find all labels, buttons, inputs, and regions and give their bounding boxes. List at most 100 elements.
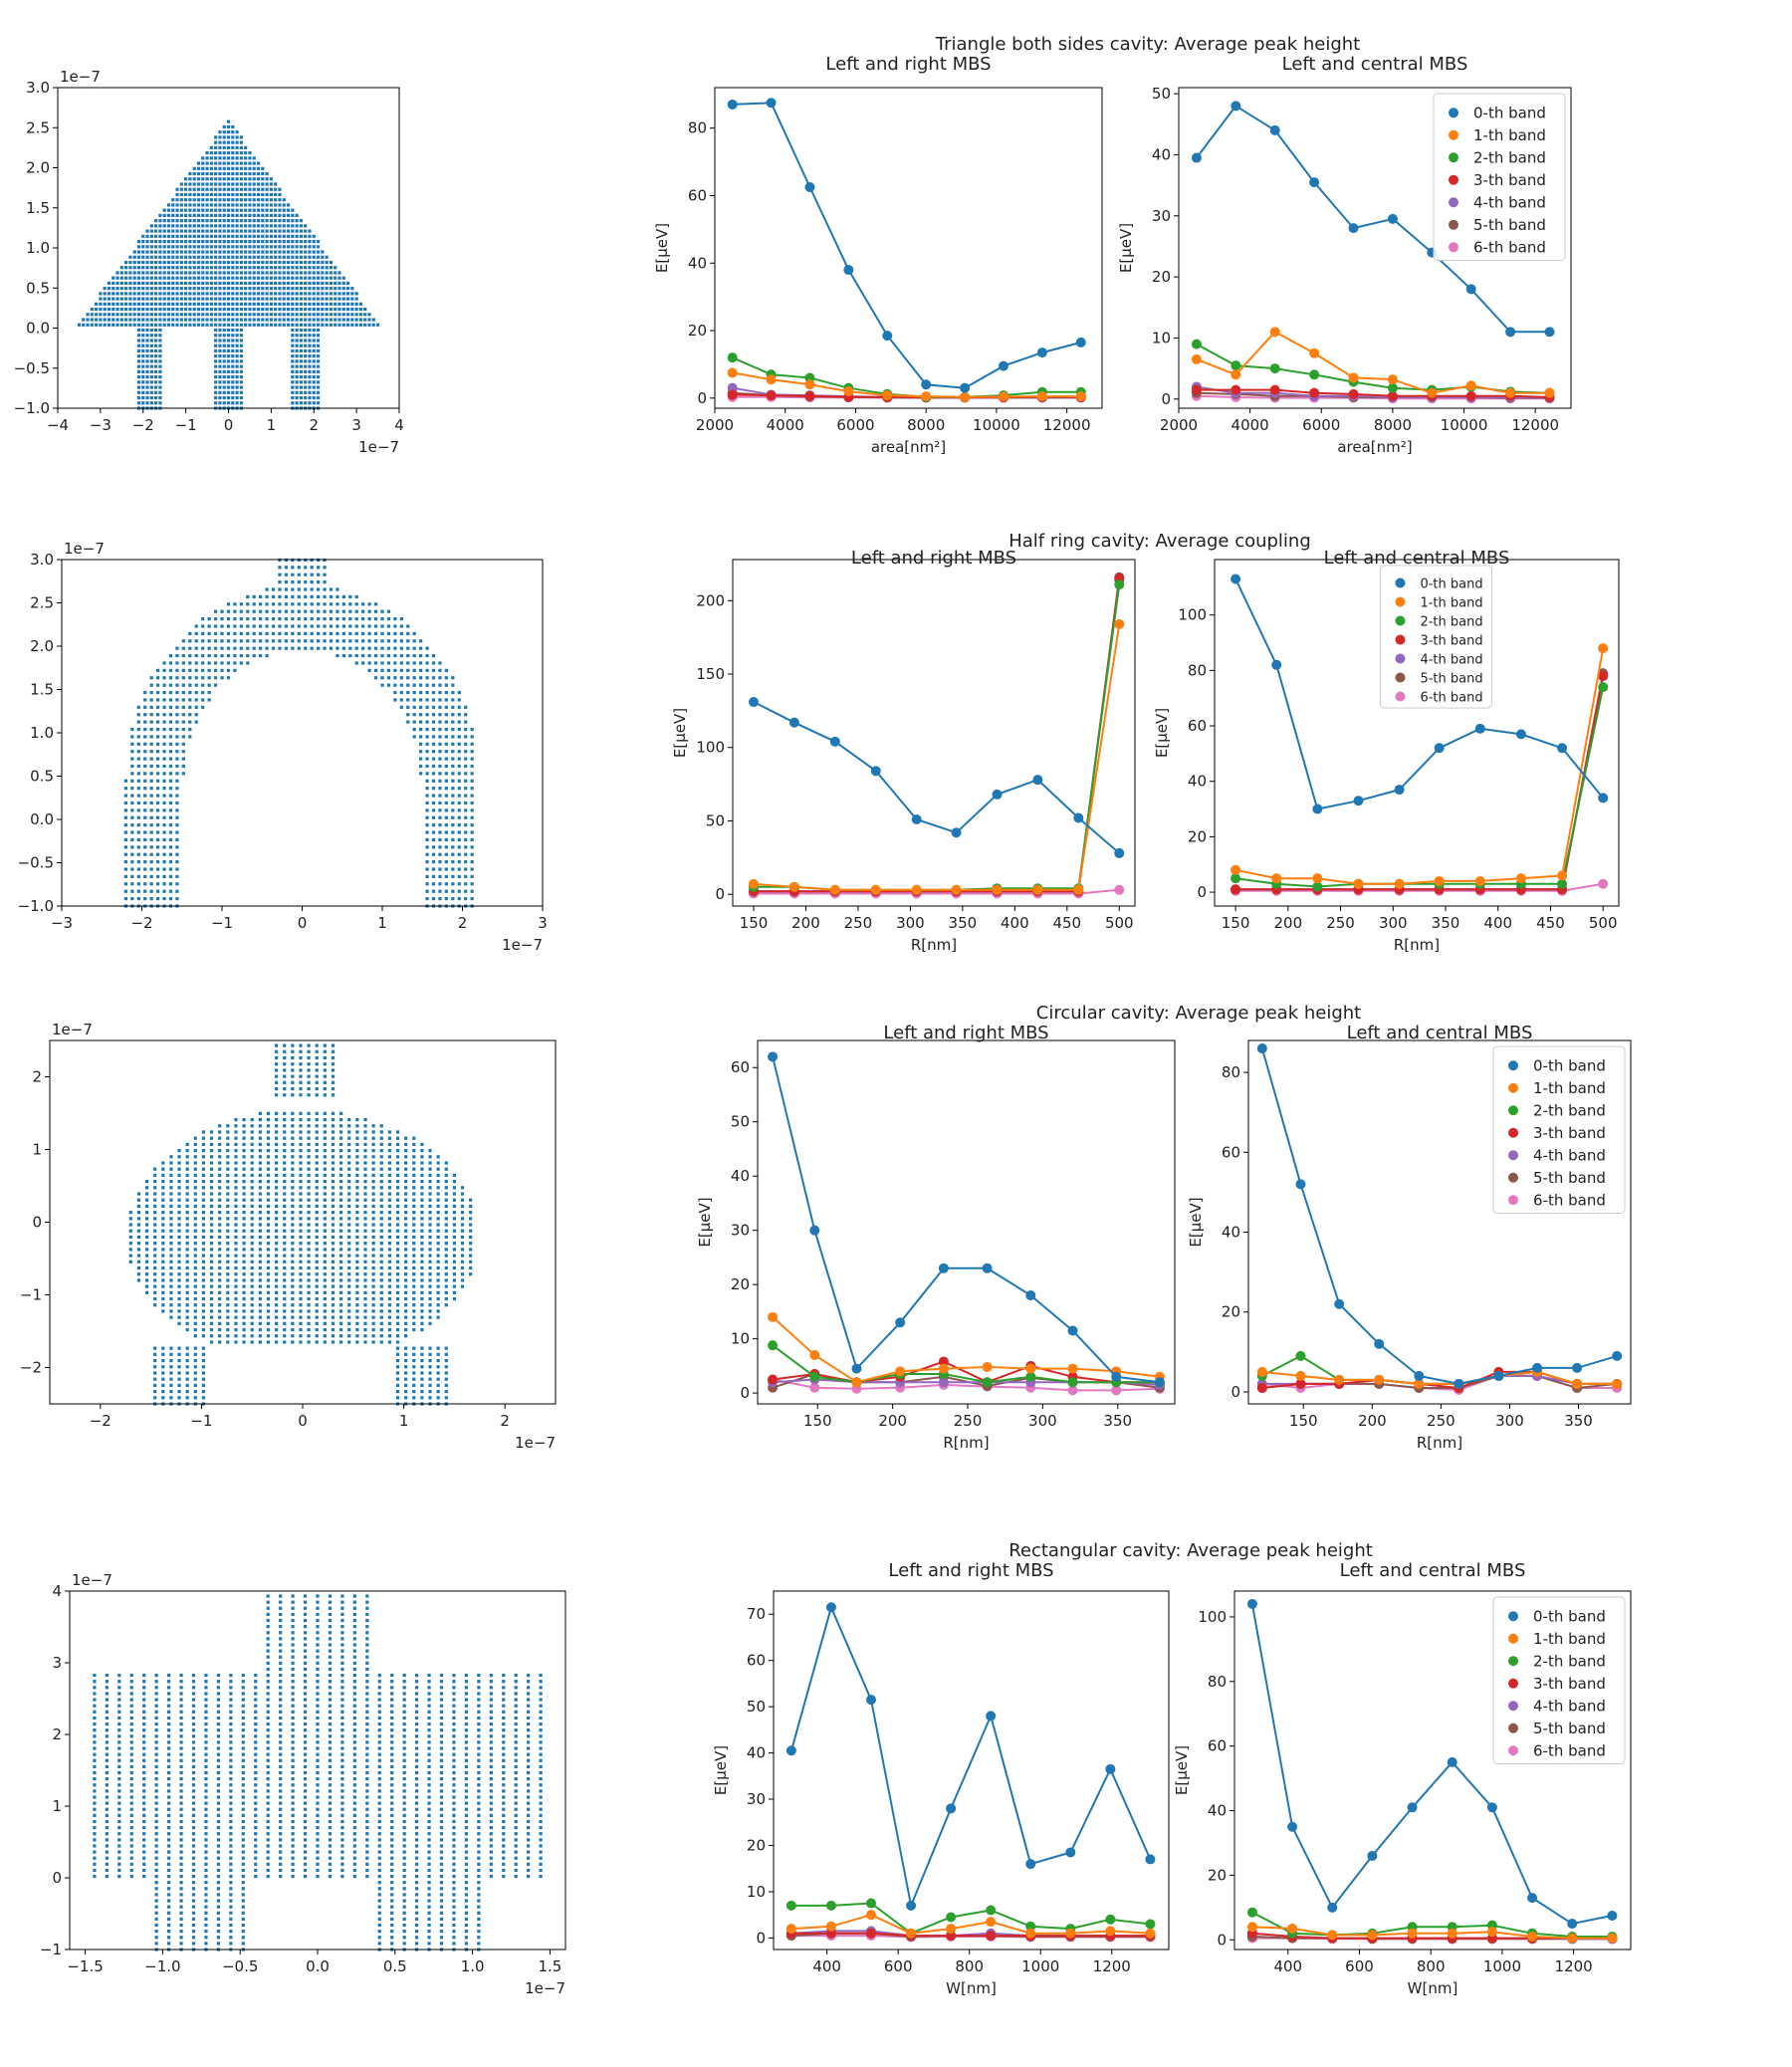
y-axis-label: E[μeV]	[1153, 708, 1171, 758]
lattice-site	[310, 609, 314, 613]
lattice-site	[153, 1265, 157, 1270]
lattice-site	[207, 698, 211, 702]
lattice-site	[321, 255, 325, 259]
lattice-site	[339, 1327, 343, 1332]
lattice-site	[193, 1242, 197, 1246]
lattice-site	[291, 624, 295, 628]
lattice-site	[242, 1265, 246, 1270]
lattice-site	[412, 1327, 416, 1332]
y-tick-label: 0	[697, 389, 707, 407]
lattice-site	[235, 323, 239, 327]
lattice-site	[166, 234, 171, 238]
lattice-site	[274, 1142, 279, 1146]
x-tick-label: 3	[538, 914, 548, 932]
lattice-site	[239, 395, 243, 400]
lattice-site	[153, 1217, 157, 1221]
lattice-site	[316, 395, 321, 400]
lattice-site	[312, 234, 316, 238]
lattice-site	[166, 239, 171, 244]
lattice-site	[256, 313, 261, 317]
lattice-site	[162, 787, 166, 791]
lattice-site	[136, 1260, 141, 1263]
lattice-site	[141, 369, 145, 373]
y-tick-label: 20	[1188, 827, 1207, 845]
lattice-site	[226, 624, 231, 628]
series-line	[772, 1344, 1160, 1384]
lattice-site	[295, 213, 299, 217]
lattice-site	[312, 297, 316, 301]
lattice-site	[274, 203, 278, 207]
lattice-site	[312, 255, 316, 259]
lattice-site	[451, 705, 455, 709]
lattice-site	[124, 297, 128, 301]
lattice-site	[339, 1334, 343, 1338]
lattice-site	[316, 390, 321, 394]
lattice-site	[175, 318, 179, 322]
lattice-site	[299, 281, 303, 286]
lattice-site	[299, 1254, 303, 1258]
lattice-site	[291, 587, 295, 591]
lattice-site	[179, 307, 183, 312]
lattice-site	[149, 808, 153, 812]
lattice-site	[119, 292, 123, 296]
lattice-site	[278, 318, 282, 322]
lattice-site	[201, 156, 205, 160]
lattice-site	[371, 1223, 375, 1227]
lattice-site	[371, 1124, 375, 1128]
lattice-site	[419, 698, 423, 702]
lattice-site	[315, 1173, 319, 1178]
lattice-site	[425, 742, 429, 746]
lattice-site	[145, 318, 149, 322]
lattice-site	[136, 344, 141, 347]
lattice-site	[115, 302, 119, 306]
lattice-site	[395, 1278, 400, 1282]
lattice-site	[336, 653, 339, 658]
lattice-site	[256, 318, 261, 322]
lattice-site	[171, 276, 175, 280]
x-tick-label: 3	[351, 416, 361, 434]
lattice-site	[196, 229, 201, 233]
lattice-site	[209, 276, 213, 280]
lattice-site	[278, 239, 282, 244]
legend-label: 5-th band	[1473, 216, 1546, 234]
y-tick-label: 1	[32, 1141, 42, 1159]
lattice-site	[244, 234, 248, 238]
lattice-site	[149, 750, 153, 754]
lattice-site	[145, 302, 149, 306]
lattice-site	[323, 1192, 327, 1196]
lattice-site	[218, 1242, 222, 1246]
lattice-site	[367, 624, 371, 628]
series-line	[754, 579, 1121, 893]
lattice-site	[261, 192, 265, 197]
lattice-site	[329, 624, 334, 628]
lattice-site	[363, 1117, 367, 1122]
lattice-site	[283, 1074, 287, 1078]
lattice-site	[436, 1223, 440, 1227]
lattice-site	[323, 587, 327, 591]
lattice-site	[209, 1155, 214, 1159]
lattice-site	[239, 646, 243, 650]
lattice-site	[284, 624, 288, 628]
lattice-site	[436, 1254, 440, 1258]
lattice-site	[299, 1284, 303, 1288]
lattice-site	[436, 1265, 440, 1270]
lattice-site	[201, 1396, 206, 1400]
figure-suptitle: Half ring cavity: Average coupling	[1008, 531, 1311, 552]
lattice-site	[244, 156, 248, 160]
lattice-site	[312, 395, 316, 400]
lattice-site	[169, 1284, 173, 1288]
lattice-site	[464, 830, 468, 834]
lattice-site	[291, 260, 295, 265]
lattice-site	[222, 276, 226, 280]
lattice-site	[404, 1223, 408, 1227]
lattice-site	[171, 307, 175, 312]
lattice-site	[218, 313, 222, 317]
lattice-site	[438, 713, 442, 717]
lattice-site	[149, 882, 153, 886]
lattice-site	[185, 1155, 189, 1159]
lattice-site	[209, 203, 213, 207]
lattice-site	[123, 897, 127, 901]
lattice-site	[412, 1148, 416, 1153]
lattice-site	[282, 281, 286, 286]
lattice-site	[175, 837, 179, 842]
